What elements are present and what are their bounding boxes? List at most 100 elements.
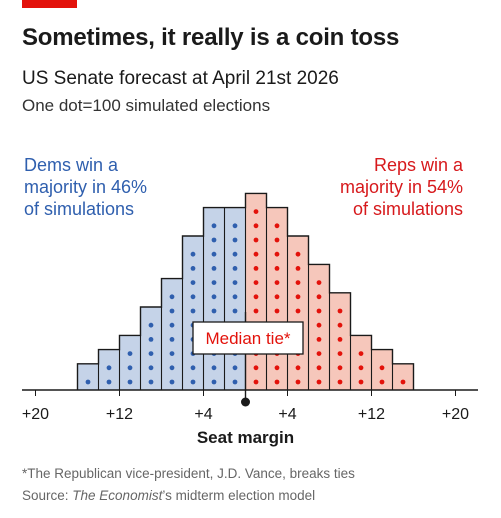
dem-dot	[232, 223, 238, 229]
rep-dot	[316, 365, 322, 371]
x-tick-label: +12	[106, 406, 133, 423]
source-suffix: ’s midterm election model	[162, 488, 316, 503]
rep-dot	[253, 251, 259, 257]
rep-dot	[316, 308, 322, 314]
dem-dot	[148, 365, 154, 371]
dem-bin	[161, 278, 183, 390]
rep-dot	[274, 379, 280, 385]
dem-annotation-line: Dems win a	[24, 155, 119, 175]
dem-bin	[140, 307, 162, 390]
dem-dot	[190, 365, 196, 371]
rep-dot	[253, 294, 259, 300]
rep-dot	[295, 280, 301, 285]
rep-dot	[295, 365, 301, 371]
dem-dot	[127, 379, 133, 385]
dem-dot	[127, 365, 133, 371]
rep-dot	[274, 280, 280, 285]
dem-dot	[190, 280, 196, 285]
rep-dot	[358, 379, 364, 385]
zero-marker-dot	[241, 397, 250, 407]
rep-dot	[316, 337, 322, 342]
dem-dot	[190, 266, 196, 271]
rep-bin	[245, 193, 267, 390]
dem-dot	[232, 251, 238, 257]
dem-dot	[211, 251, 217, 257]
footnote: *The Republican vice-president, J.D. Van…	[22, 466, 355, 481]
rep-annotation-line: of simulations	[352, 199, 463, 219]
rep-dot	[316, 280, 322, 285]
rep-dot	[400, 379, 406, 385]
dem-dot	[148, 379, 154, 385]
x-tick-label: +20	[442, 406, 469, 423]
x-tick-label: +4	[278, 406, 296, 423]
source-prefix: Source:	[22, 488, 73, 503]
dem-dot	[169, 351, 175, 356]
median-label-box	[192, 321, 304, 355]
source-publication: The Economist	[72, 488, 163, 503]
histogram-chart: +20 +12 +4 +4 +12 +20 Seat margin Median tie*	[22, 192, 478, 447]
rep-annotation-line: Reps win a	[373, 155, 463, 175]
rep-dot	[295, 379, 301, 385]
dem-dot	[169, 322, 175, 328]
dem-dot	[106, 365, 112, 371]
rep-dot	[274, 308, 280, 314]
rep-dot	[253, 379, 259, 385]
dem-dot	[211, 365, 217, 371]
dem-dot	[169, 337, 175, 342]
dem-dot	[211, 223, 217, 229]
rep-dot	[316, 351, 322, 356]
dem-dot	[211, 280, 217, 285]
rep-dot	[295, 308, 301, 314]
rep-dot	[274, 365, 280, 371]
rep-dot	[337, 308, 343, 314]
dem-bin	[119, 335, 141, 390]
x-tick-label: +4	[194, 406, 212, 423]
dem-dot	[232, 379, 238, 385]
dem-dot	[106, 379, 112, 385]
median-label: Median tie*	[205, 329, 290, 348]
rep-dot	[337, 322, 343, 328]
rep-dot	[253, 365, 259, 371]
rep-dot	[379, 365, 385, 371]
rep-dot	[295, 294, 301, 300]
rep-dot	[337, 365, 343, 371]
rep-dot	[274, 251, 280, 257]
rep-dot	[316, 294, 322, 300]
dem-bin	[77, 363, 99, 390]
dem-dot	[211, 294, 217, 300]
dem-dot	[211, 237, 217, 243]
dem-dot	[190, 294, 196, 300]
rep-dot	[253, 280, 259, 285]
dem-dot	[232, 365, 238, 371]
dem-dot	[190, 308, 196, 314]
rep-dot	[274, 294, 280, 300]
chart-title: Sometimes, it really is a coin toss	[22, 24, 400, 51]
rep-dot	[337, 337, 343, 342]
dem-dot	[148, 337, 154, 342]
dem-dot	[211, 308, 217, 314]
brand-red-bar	[22, 0, 77, 8]
dem-dot	[169, 365, 175, 371]
source-note: Source: The Economist’s midterm election…	[22, 488, 315, 503]
dem-dot	[169, 379, 175, 385]
rep-dot	[253, 266, 259, 271]
chart-subtitle: US Senate forecast at April 21st 2026	[22, 68, 339, 89]
rep-dot	[295, 251, 301, 257]
dem-dot	[190, 251, 196, 257]
rep-dot	[316, 322, 322, 328]
dem-dot	[211, 379, 217, 385]
chart-unit-note: One dot=100 simulated elections	[22, 96, 271, 115]
rep-dot	[295, 266, 301, 271]
dem-dot	[169, 308, 175, 314]
rep-dot	[358, 351, 364, 356]
dem-dot	[190, 379, 196, 385]
rep-dot	[253, 237, 259, 243]
rep-bin	[350, 335, 372, 390]
dem-dot	[232, 237, 238, 243]
dem-dot	[148, 351, 154, 356]
dem-dot	[148, 322, 154, 328]
rep-dot	[253, 223, 259, 229]
dem-dot	[232, 280, 238, 285]
rep-dot	[337, 351, 343, 356]
x-tick-label: +12	[358, 406, 385, 423]
